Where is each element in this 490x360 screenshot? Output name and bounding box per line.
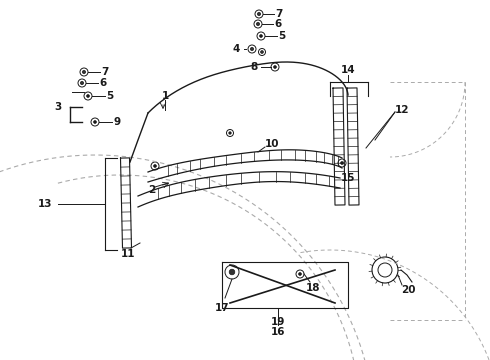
- Text: 5: 5: [106, 91, 114, 101]
- Text: 12: 12: [395, 105, 409, 115]
- Text: 20: 20: [401, 285, 415, 295]
- Circle shape: [153, 165, 156, 167]
- Text: 17: 17: [215, 303, 229, 313]
- Text: 18: 18: [306, 283, 320, 293]
- Text: 3: 3: [55, 102, 62, 112]
- Text: 7: 7: [101, 67, 109, 77]
- Text: 15: 15: [341, 173, 355, 183]
- Circle shape: [341, 162, 343, 165]
- Circle shape: [298, 273, 301, 275]
- Text: 2: 2: [148, 185, 156, 195]
- Circle shape: [82, 71, 86, 73]
- Circle shape: [250, 48, 254, 51]
- Circle shape: [229, 132, 231, 134]
- Text: 16: 16: [271, 327, 285, 337]
- Text: 11: 11: [121, 249, 135, 259]
- Circle shape: [94, 121, 97, 123]
- Text: 10: 10: [265, 139, 279, 149]
- Text: 1: 1: [161, 91, 169, 101]
- Circle shape: [256, 22, 260, 26]
- Circle shape: [229, 269, 235, 275]
- Text: 19: 19: [271, 317, 285, 327]
- Text: 9: 9: [114, 117, 121, 127]
- Text: 13: 13: [38, 199, 52, 209]
- Text: 4: 4: [233, 44, 240, 54]
- Circle shape: [257, 12, 261, 15]
- Circle shape: [260, 35, 263, 37]
- Text: 6: 6: [99, 78, 107, 88]
- Text: 5: 5: [278, 31, 286, 41]
- Circle shape: [261, 51, 264, 53]
- Circle shape: [273, 66, 276, 68]
- Text: 6: 6: [274, 19, 282, 29]
- Circle shape: [80, 81, 84, 85]
- Text: 7: 7: [275, 9, 283, 19]
- Text: 14: 14: [341, 65, 355, 75]
- Circle shape: [87, 95, 89, 98]
- Text: 8: 8: [251, 62, 258, 72]
